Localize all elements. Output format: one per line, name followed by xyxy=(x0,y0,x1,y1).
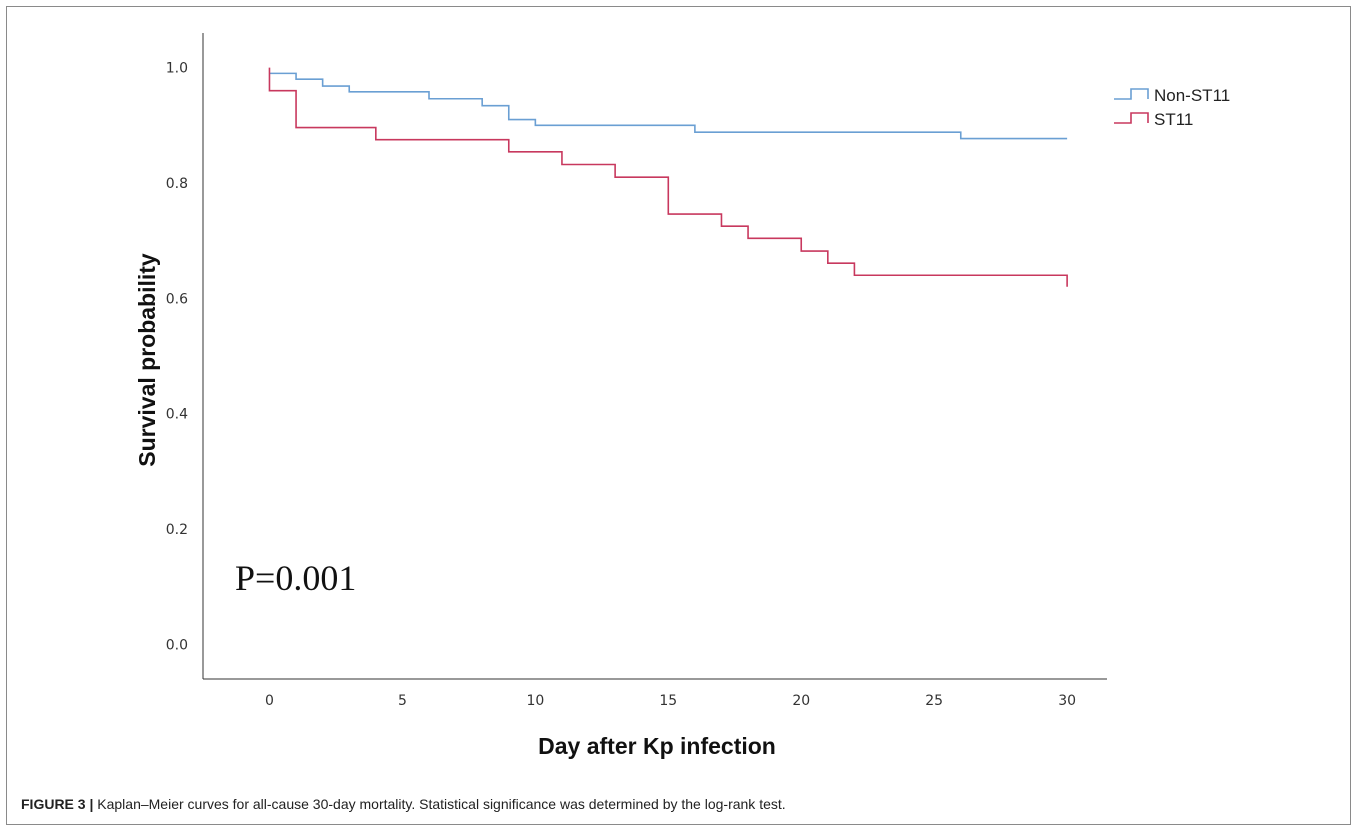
x-tick-label: 15 xyxy=(659,693,677,709)
y-axis-title: Survival probability xyxy=(134,253,160,467)
y-tick-label: 0.8 xyxy=(166,176,188,192)
x-tick-label: 20 xyxy=(792,693,810,709)
legend-label-st11: ST11 xyxy=(1154,110,1193,129)
x-ticks: 0 5 10 15 20 25 30 xyxy=(265,693,1076,709)
x-tick-label: 30 xyxy=(1058,693,1076,709)
x-tick-label: 25 xyxy=(925,693,943,709)
legend-swatch-st11 xyxy=(1114,112,1149,124)
survival-curve-st11 xyxy=(268,67,1068,287)
km-plot: 0.0 0.2 0.4 0.6 0.8 1.0 0 5 10 15 20 25 30 Survival… xyxy=(134,33,1230,759)
legend-swatch-non-st11 xyxy=(1114,88,1149,100)
figure-caption: FIGURE 3 | Kaplan–Meier curves for all-c… xyxy=(21,796,1331,812)
axes xyxy=(202,33,1107,680)
y-tick-label: 0.6 xyxy=(166,291,188,307)
survival-curves xyxy=(268,67,1068,287)
caption-label: FIGURE 3 | xyxy=(21,796,94,812)
x-axis-title: Day after Kp infection xyxy=(538,733,776,759)
y-tick-label: 0.4 xyxy=(166,407,188,423)
y-tick-label: 1.0 xyxy=(166,61,188,77)
p-value-annotation: P=0.001 xyxy=(235,558,356,598)
y-ticks: 0.0 0.2 0.4 0.6 0.8 1.0 xyxy=(166,61,188,654)
y-tick-label: 0.0 xyxy=(166,637,188,653)
figure-frame: 0.0 0.2 0.4 0.6 0.8 1.0 0 5 10 15 20 25 30 Survival… xyxy=(6,6,1351,825)
caption-text: Kaplan–Meier curves for all-cause 30-day… xyxy=(93,796,786,812)
y-tick-label: 0.2 xyxy=(166,522,188,538)
legend: Non-ST11 ST11 xyxy=(1114,86,1230,129)
x-tick-label: 10 xyxy=(526,693,544,709)
x-tick-label: 0 xyxy=(265,693,274,709)
x-tick-label: 5 xyxy=(398,693,407,709)
survival-curve-non-st11 xyxy=(269,72,1068,140)
legend-label-non-st11: Non-ST11 xyxy=(1154,86,1230,105)
